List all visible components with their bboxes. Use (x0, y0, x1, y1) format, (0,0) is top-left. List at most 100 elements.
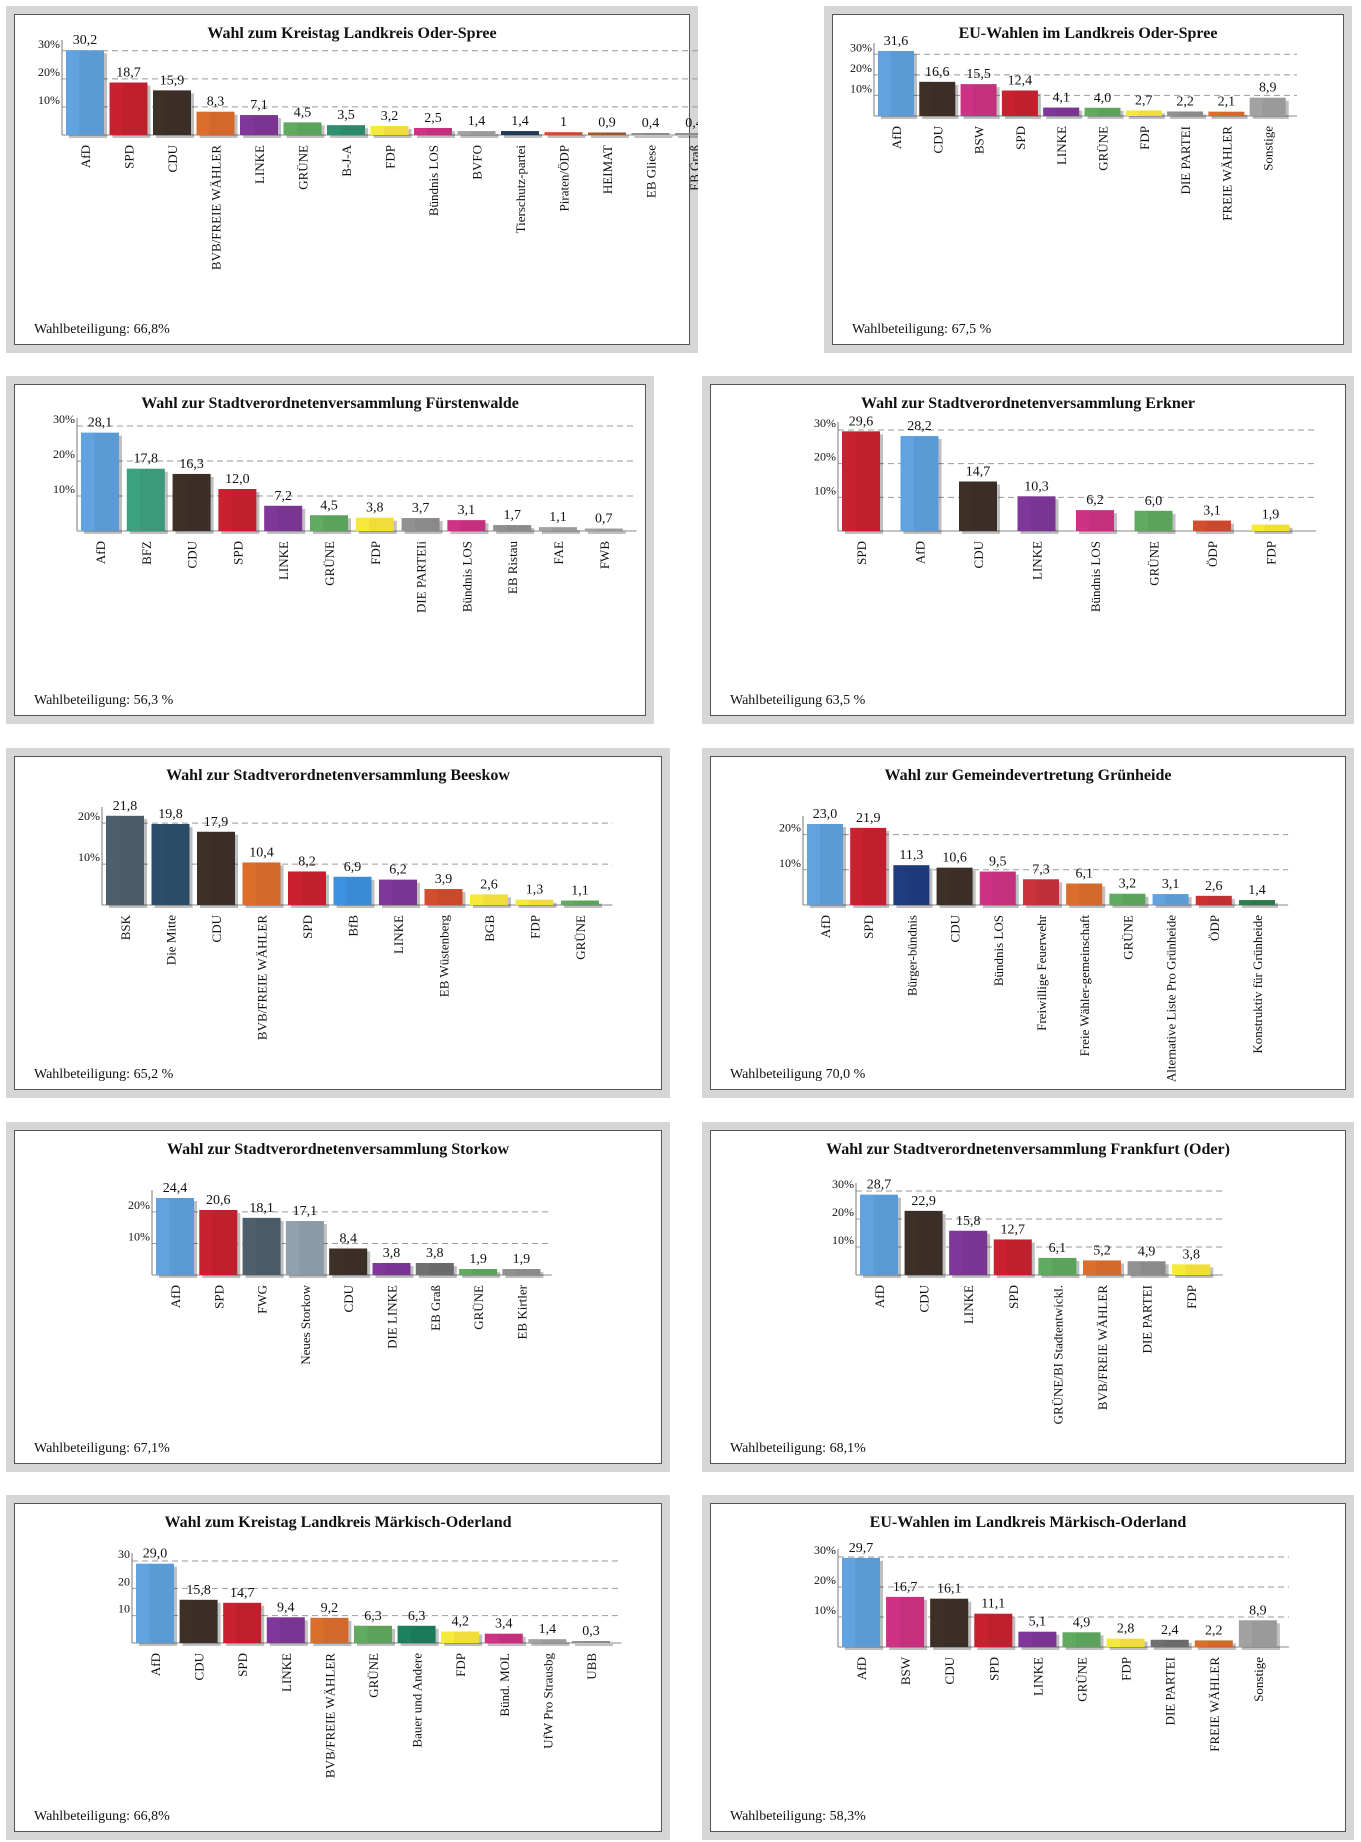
bar-fwb (584, 528, 626, 534)
bar (153, 90, 191, 135)
bar-eb-wüstenberg (424, 889, 466, 908)
bar-highlight (1193, 520, 1207, 531)
value-label: 22,9 (911, 1194, 936, 1209)
y-tick-label: 10% (53, 482, 75, 496)
value-label: 17,1 (293, 1204, 318, 1219)
bar (242, 862, 281, 905)
category-label: AfD (872, 1285, 887, 1308)
category-label: AfD (854, 1657, 869, 1680)
bar (310, 515, 348, 531)
category-label: BGB (482, 915, 497, 942)
bar (960, 84, 997, 116)
category-label: SPD (1013, 126, 1028, 150)
bar-cdu (959, 481, 1000, 534)
turnout-label: Wahlbeteiligung: 66,8% (34, 322, 170, 337)
y-tick-label: 30% (832, 1177, 854, 1191)
bar-freie-wähler (1208, 111, 1248, 119)
category-label: GRÜNE (1120, 915, 1135, 960)
bar-highlight (1208, 111, 1221, 116)
bar (1084, 107, 1121, 116)
bar-highlight (459, 1269, 473, 1275)
bar-cdu (904, 1210, 946, 1278)
bar-highlight (81, 432, 95, 531)
value-label: 3,4 (495, 1617, 513, 1632)
category-label: GRÜNE (1075, 1657, 1090, 1702)
category-label: EB Kirtler (514, 1284, 529, 1339)
bar-shadow (531, 1642, 570, 1646)
category-label: Sonstige (1251, 1657, 1266, 1702)
category-label: GRÜNE (366, 1653, 381, 1698)
bar-fdp (355, 517, 397, 534)
bar-highlight (156, 1198, 170, 1275)
bar (310, 1617, 349, 1643)
bar-highlight (584, 528, 599, 531)
chart-title: Wahl zum Kreistag Landkreis Oder-Spree (207, 25, 496, 42)
bar-highlight (179, 1599, 193, 1643)
bar-highlight (329, 1248, 343, 1275)
bar-highlight (1127, 1261, 1141, 1275)
bar-eb-ristau (493, 525, 535, 534)
category-label: BFZ (139, 541, 154, 565)
value-label: 0,4 (642, 116, 660, 131)
value-label: 4,9 (1138, 1244, 1156, 1259)
value-label: 7,2 (274, 489, 292, 504)
bar (106, 815, 144, 905)
bar-highlight (1038, 1257, 1052, 1275)
bar-highlight (197, 831, 211, 905)
bar-bvb-freie-wähler (196, 111, 238, 138)
bar-die-linke (372, 1263, 414, 1278)
chart-panel: Wahl zur Stadtverordnetenversammlung Erk… (702, 376, 1354, 724)
category-label: SPD (211, 1285, 226, 1309)
value-label: 6,1 (1075, 867, 1093, 882)
gridlines (152, 1211, 552, 1244)
bar-highlight (484, 1633, 499, 1643)
y-tick-label: 10% (128, 1229, 150, 1243)
bar-highlight (266, 1617, 281, 1643)
bar (1106, 1638, 1145, 1647)
bar-highlight (842, 1557, 856, 1647)
category-label: CDU (165, 144, 180, 172)
value-label: 6,2 (1086, 493, 1104, 508)
value-label: 3,1 (1203, 504, 1221, 519)
bar-afd (156, 1198, 197, 1278)
chart-title: Wahl zur Stadtverordnetenversammlung Für… (141, 395, 519, 412)
value-label: 20,6 (206, 1193, 231, 1208)
category-label: Die Mitte (164, 915, 179, 965)
bar-highlight (66, 50, 80, 135)
category-label: AfD (913, 541, 928, 564)
value-label: 0,4 (685, 116, 698, 131)
bar (842, 431, 880, 531)
bar-highlight (1018, 1631, 1032, 1647)
bar-highlight (1194, 1640, 1209, 1647)
bar-highlight (850, 827, 863, 905)
value-label: 2,2 (1205, 1623, 1223, 1638)
bar-highlight (493, 525, 507, 531)
category-label: FWB (597, 541, 612, 570)
bar (1150, 1639, 1189, 1647)
value-label: 9,4 (277, 1600, 295, 1615)
bar-highlight (126, 468, 141, 531)
category-label: BSW (898, 1656, 913, 1685)
bar-spd (993, 1239, 1035, 1278)
bar (218, 489, 257, 531)
chart-title: EU-Wahlen im Landkreis Märkisch-Oderland (870, 1514, 1187, 1531)
value-label: 16,6 (925, 65, 950, 80)
value-label: 1,9 (513, 1252, 531, 1267)
bar-highlight (372, 1263, 386, 1275)
value-label: 9,2 (321, 1601, 339, 1616)
value-label: 4,0 (1094, 91, 1112, 106)
turnout-label: Wahlbeteiligung: 68,1% (730, 1441, 866, 1456)
turnout-label: Wahlbeteiligung: 67,1% (34, 1441, 170, 1456)
value-label: 12,4 (1008, 73, 1033, 88)
bar (544, 132, 583, 135)
bar-linke (240, 115, 281, 138)
value-label: 10,4 (249, 845, 274, 860)
category-label: FDP (1184, 1285, 1199, 1309)
bar (136, 1563, 174, 1643)
category-label: Bündnis LOS (459, 541, 474, 612)
bar (1238, 1620, 1277, 1647)
y-tick-label: 10% (814, 1603, 836, 1617)
bar-highlight (1125, 110, 1139, 116)
bar-highlight (223, 1602, 237, 1643)
category-label: Konstruktiv für Grünheide (1250, 915, 1265, 1054)
